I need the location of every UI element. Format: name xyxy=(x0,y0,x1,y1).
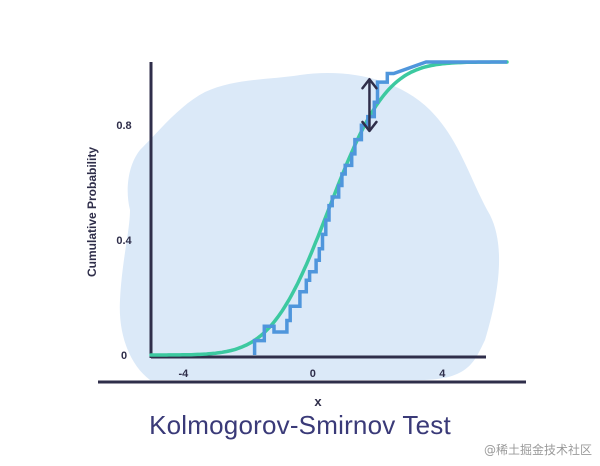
y-tick-labels: 0 0.4 0.8 xyxy=(116,120,132,362)
x-tick-label: 0 xyxy=(310,368,316,380)
ks-distance-arrow xyxy=(361,77,378,133)
ks-arrow-head-top xyxy=(361,77,378,90)
empirical-cdf-step-line xyxy=(252,60,507,355)
x-tick-label: -4 xyxy=(179,368,190,380)
ks-arrow-head-bottom xyxy=(361,120,378,133)
x-axis-label: x xyxy=(314,394,322,409)
y-axis-label: Cumulative Probability xyxy=(85,147,99,277)
watermark-text: @稀土掘金技术社区 xyxy=(483,443,592,457)
background-blob xyxy=(119,73,500,380)
chart-title: Kolmogorov-Smirnov Test xyxy=(149,410,451,440)
y-tick-label: 0.8 xyxy=(116,120,131,132)
x-tick-label: 4 xyxy=(439,368,446,380)
y-tick-label: 0 xyxy=(121,350,127,362)
x-tick-labels: -4 0 4 xyxy=(179,368,447,380)
y-tick-label: 0.4 xyxy=(116,235,132,247)
